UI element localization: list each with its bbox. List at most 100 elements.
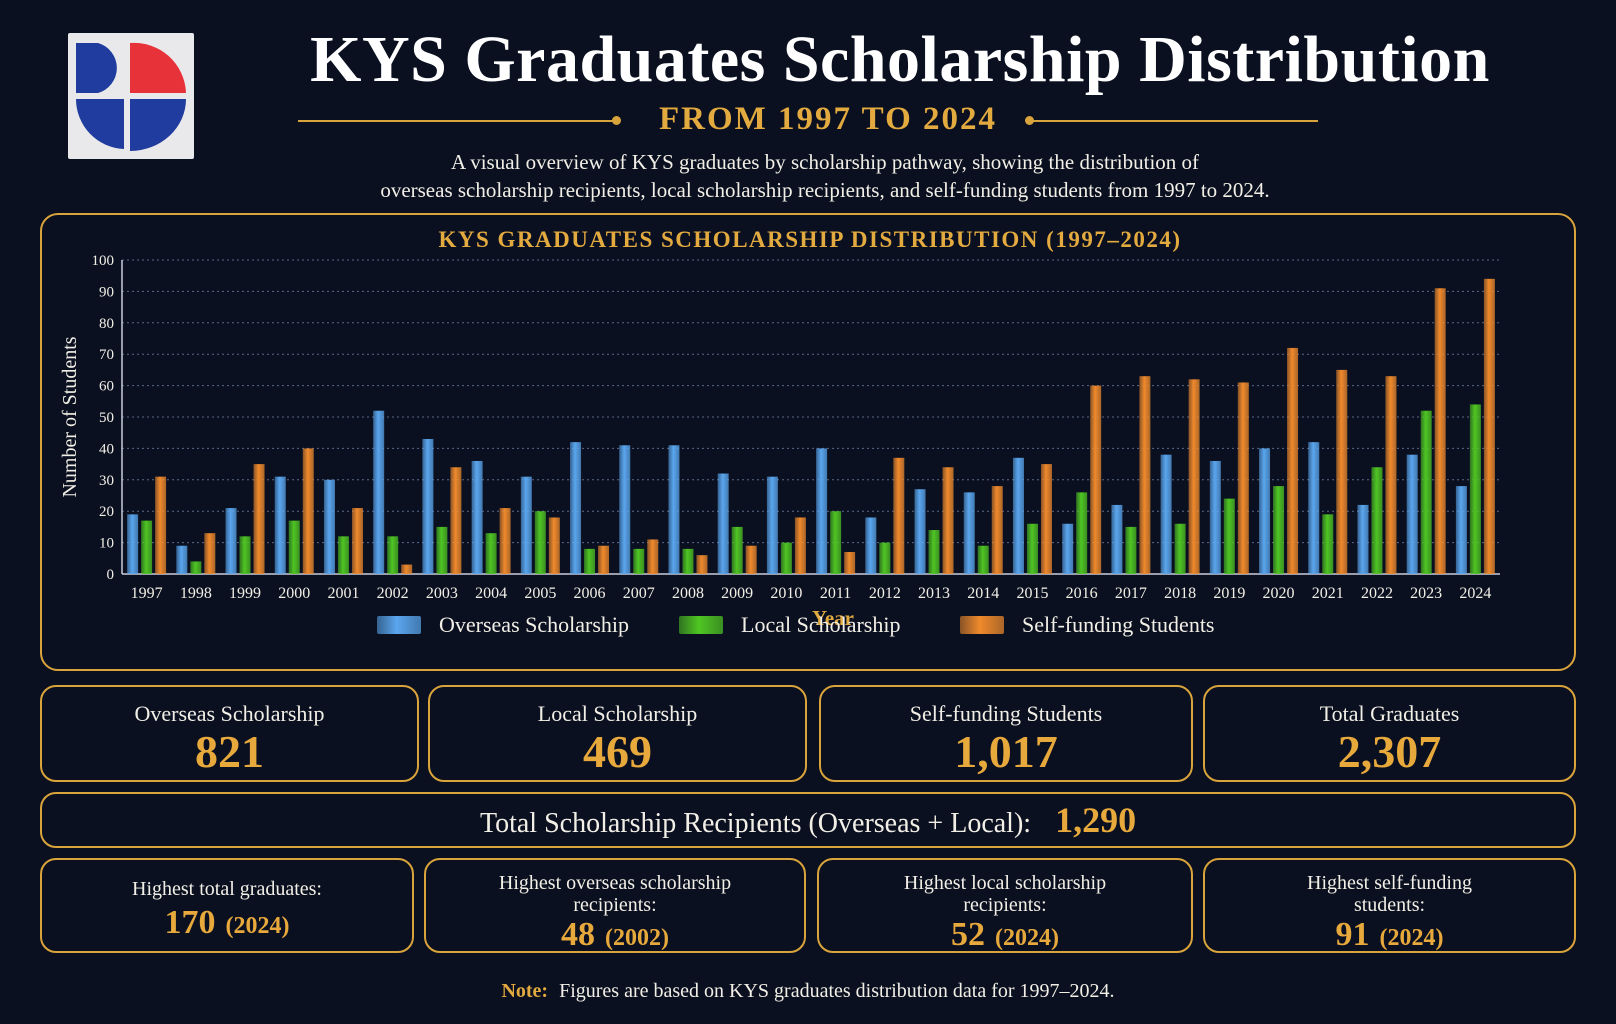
bar [893, 457, 905, 574]
description-line-2: overseas scholarship recipients, local s… [380, 178, 1270, 202]
bar [499, 508, 511, 574]
summary-label: Self-funding Students [909, 701, 1103, 726]
y-tick-label: 40 [99, 441, 114, 457]
bar [1223, 498, 1235, 574]
bar [1259, 448, 1271, 574]
chart-panel: KYS GRADUATES SCHOLARSHIP DISTRIBUTION (… [40, 213, 1576, 671]
bar [1287, 347, 1299, 574]
bar [780, 542, 792, 574]
legend-swatch [679, 616, 723, 634]
x-tick-label: 2000 [278, 585, 310, 602]
bar [1483, 278, 1495, 574]
summary-card-total: Total Graduates 2,307 [1203, 685, 1576, 782]
x-tick-label: 2023 [1410, 585, 1442, 602]
x-tick-label: 2024 [1459, 585, 1491, 602]
scholarship-total-label: Total Scholarship Recipients (Overseas +… [479, 808, 1032, 839]
bar [1012, 457, 1024, 574]
highlight-card-local: Highest local scholarship recipients: 52… [817, 858, 1193, 953]
divider-left [298, 120, 616, 122]
footnote: Note: Figures are based on KYS graduates… [0, 980, 1616, 1003]
highlight-label-line2: recipients: [963, 894, 1047, 916]
x-tick-label: 2009 [721, 585, 753, 602]
bar [1062, 523, 1074, 574]
highlight-card-total: Highest total graduates: 170 (2024) [40, 858, 414, 953]
bar [190, 561, 202, 574]
bar [373, 410, 385, 574]
y-tick-label: 0 [107, 567, 115, 583]
bar [1174, 523, 1186, 574]
x-tick-label: 2011 [820, 585, 851, 602]
highlight-value: 170 [164, 904, 216, 941]
bar [1026, 523, 1038, 574]
highlight-label: Highest self-funding [1307, 872, 1472, 894]
page-description: A visual overview of KYS graduates by sc… [250, 148, 1400, 204]
x-tick-label: 2006 [574, 585, 606, 602]
bar [963, 492, 975, 574]
highlight-value-row: 48 (2002) [426, 916, 804, 954]
bar [619, 445, 631, 574]
highlight-value: 52 [951, 916, 985, 953]
bar [668, 445, 680, 574]
y-axis-label: Number of Students [59, 336, 81, 497]
bar [548, 517, 560, 574]
bar [977, 545, 989, 574]
bar [598, 545, 610, 574]
bar [914, 489, 926, 574]
bar [1406, 454, 1418, 574]
bar [127, 514, 139, 574]
x-tick-label: 2007 [623, 585, 655, 602]
bar [302, 448, 314, 574]
bar [204, 533, 216, 574]
legend-label: Overseas Scholarship [439, 612, 629, 637]
bar [1237, 382, 1249, 574]
x-tick-label: 2021 [1312, 585, 1344, 602]
highlight-year: (2024) [1379, 925, 1444, 951]
highlight-year: (2024) [995, 925, 1059, 951]
bar [1139, 376, 1151, 574]
x-tick-label: 2012 [869, 585, 901, 602]
highlight-value-row: 170 (2024) [42, 904, 412, 942]
x-tick-label: 2015 [1016, 585, 1048, 602]
bar [1090, 385, 1102, 574]
bar [633, 548, 645, 574]
summary-label: Overseas Scholarship [134, 701, 325, 726]
y-tick-label: 60 [99, 379, 114, 395]
bar [1125, 526, 1137, 574]
highlight-value: 48 [561, 916, 595, 953]
bar [816, 448, 828, 574]
bar [647, 539, 659, 574]
bar [253, 464, 265, 574]
bar [717, 473, 729, 574]
bar [1385, 376, 1397, 574]
y-tick-label: 90 [99, 284, 114, 300]
bar [323, 479, 335, 574]
x-axis-label: Year [812, 606, 854, 630]
summary-value: 1,017 [954, 726, 1058, 777]
bar [1273, 486, 1285, 574]
legend-label: Local Scholarship [741, 612, 900, 637]
description-line-1: A visual overview of KYS graduates by sc… [450, 150, 1200, 174]
bar [288, 520, 300, 574]
legend-swatch [960, 616, 1004, 634]
bar [844, 552, 856, 574]
y-tick-label: 80 [99, 316, 114, 332]
bar [1040, 464, 1052, 574]
footnote-text: Figures are based on KYS graduates distr… [559, 980, 1115, 1002]
y-tick-label: 10 [99, 536, 114, 552]
highlight-value-row: 52 (2024) [819, 916, 1191, 954]
bar [928, 530, 940, 574]
summary-label: Total Graduates [1319, 701, 1460, 726]
x-tick-label: 2014 [967, 585, 999, 602]
bar [387, 536, 399, 574]
x-tick-label: 2003 [426, 585, 458, 602]
bar [436, 526, 448, 574]
legend-swatch [377, 616, 421, 634]
bar [1434, 288, 1446, 574]
bar [337, 536, 349, 574]
highlight-label: Highest local scholarship [903, 872, 1107, 894]
summary-card-self-funding: Self-funding Students 1,017 [819, 685, 1193, 782]
bar [1209, 460, 1221, 574]
bar [1357, 504, 1369, 574]
summary-card-local: Local Scholarship 469 [428, 685, 807, 782]
bar [450, 467, 462, 574]
